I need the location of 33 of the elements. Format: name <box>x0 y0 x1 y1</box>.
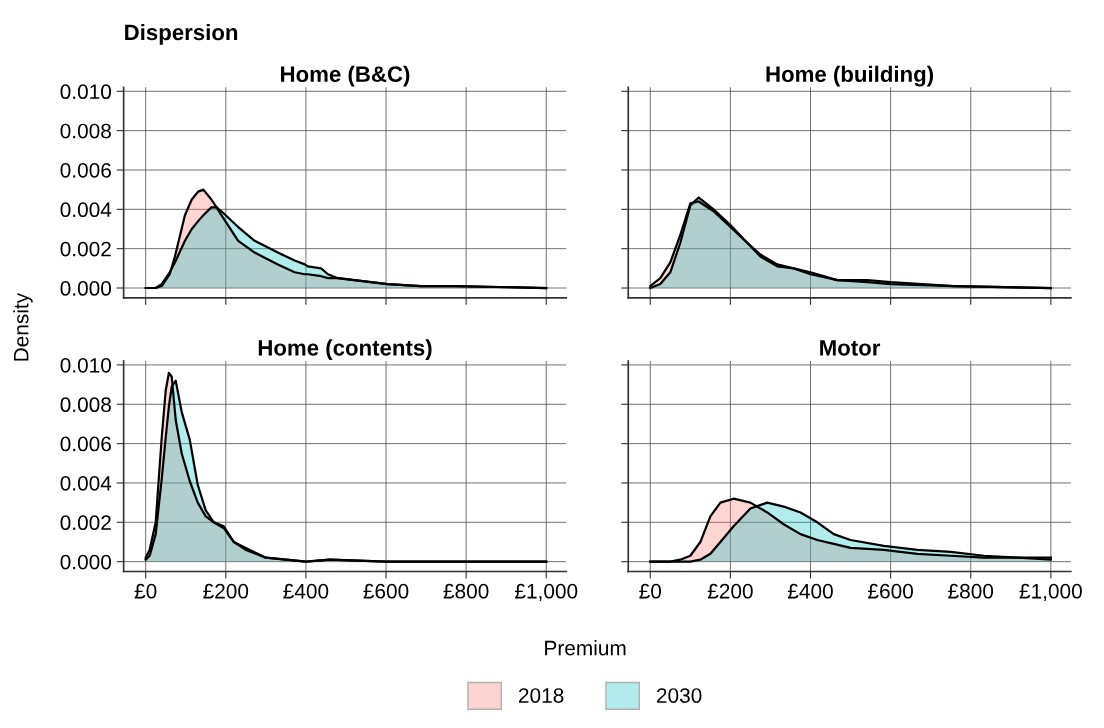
y-tick-label: 0.000 <box>60 554 112 570</box>
y-tick-label: 0.002 <box>60 241 111 257</box>
x-tick-label: £800 <box>443 583 489 599</box>
x-tick-label: £400 <box>787 583 833 599</box>
x-tick-label: £400 <box>283 583 329 599</box>
legend-label: 2030 <box>657 688 702 703</box>
y-tick-label: 0.010 <box>60 84 112 100</box>
y-tick-label: 0.002 <box>60 515 111 531</box>
chart-title: Home (building) <box>766 65 934 87</box>
y-tick-label: 0.006 <box>60 436 111 452</box>
chart-title: Home (contents) <box>258 339 432 361</box>
y-tick-label: 0.010 <box>60 357 112 373</box>
x-tick-label: £1,000 <box>1019 583 1082 602</box>
x-tick-label: £200 <box>707 583 753 599</box>
y-tick-label: 0.004 <box>60 202 112 218</box>
y-tick-label: 0.008 <box>60 397 111 413</box>
chart-title: Home (B&C) <box>281 65 410 87</box>
y-tick-label: 0.004 <box>60 475 112 491</box>
x-axis-title: Premium <box>545 640 626 656</box>
x-tick-label: £200 <box>203 583 249 599</box>
x-tick-label: £0 <box>134 583 157 599</box>
x-tick-label: £0 <box>639 583 662 599</box>
text: Dispersion <box>125 23 238 45</box>
x-tick-label: £1,000 <box>514 583 578 602</box>
x-tick-label: £600 <box>868 583 913 599</box>
x-tick-label: £600 <box>363 583 409 599</box>
y-tick-label: 0.000 <box>60 281 112 296</box>
y-axis-title: Density <box>13 292 33 361</box>
chart-title: Motor <box>820 340 881 356</box>
y-tick-label: 0.008 <box>60 123 111 139</box>
legend-label: 2018 <box>518 688 564 703</box>
x-tick-label: £800 <box>948 583 994 599</box>
y-tick-label: 0.006 <box>60 162 111 178</box>
